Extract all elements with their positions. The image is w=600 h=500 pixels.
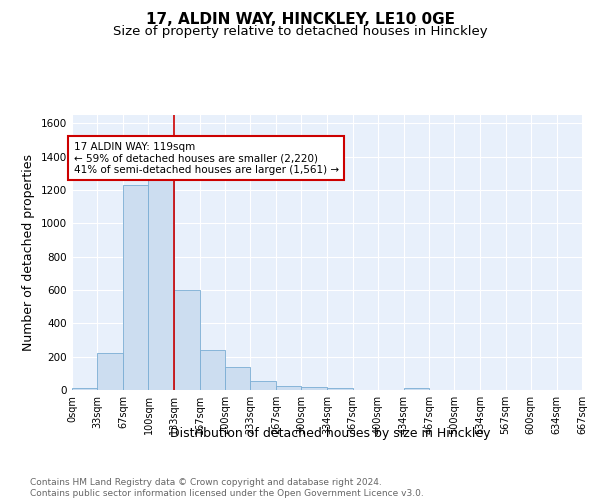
Text: Contains HM Land Registry data © Crown copyright and database right 2024.
Contai: Contains HM Land Registry data © Crown c…	[30, 478, 424, 498]
Bar	[123, 185, 148, 390]
Bar	[301, 386, 328, 390]
Bar	[72, 388, 97, 390]
Bar	[200, 350, 225, 390]
Bar	[250, 381, 276, 390]
Bar	[328, 388, 353, 390]
Text: Distribution of detached houses by size in Hinckley: Distribution of detached houses by size …	[170, 428, 490, 440]
Bar	[148, 174, 173, 390]
Y-axis label: Number of detached properties: Number of detached properties	[22, 154, 35, 351]
Text: 17 ALDIN WAY: 119sqm
← 59% of detached houses are smaller (2,220)
41% of semi-de: 17 ALDIN WAY: 119sqm ← 59% of detached h…	[74, 142, 338, 175]
Bar	[173, 290, 200, 390]
Bar	[276, 386, 301, 390]
Bar	[404, 388, 429, 390]
Bar	[97, 354, 123, 390]
Text: Size of property relative to detached houses in Hinckley: Size of property relative to detached ho…	[113, 25, 487, 38]
Text: 17, ALDIN WAY, HINCKLEY, LE10 0GE: 17, ALDIN WAY, HINCKLEY, LE10 0GE	[146, 12, 455, 28]
Bar	[225, 366, 250, 390]
